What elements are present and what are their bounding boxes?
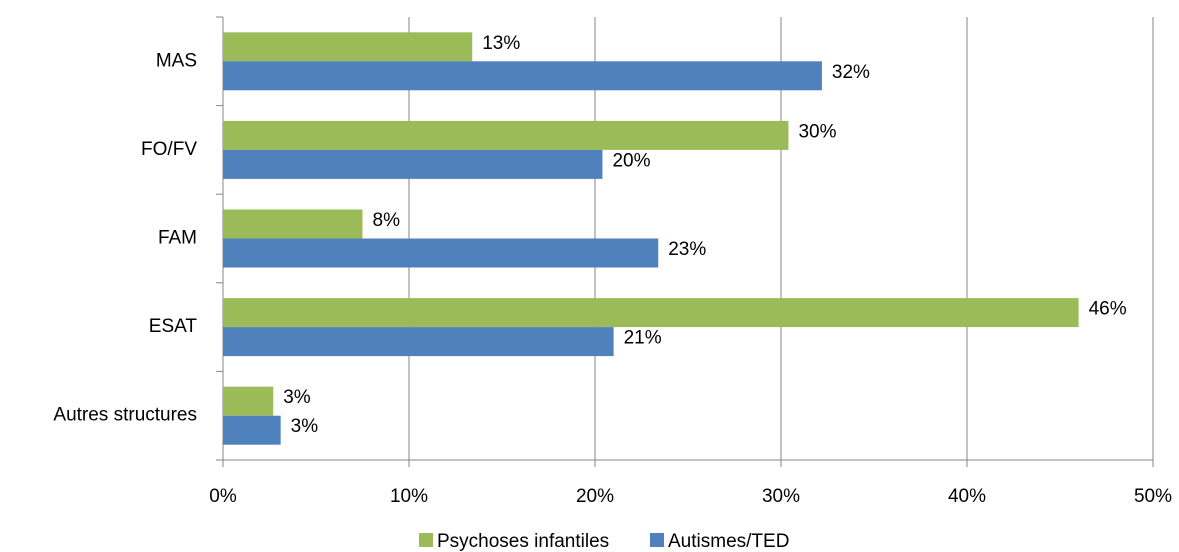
legend-label: Autismes/TED: [668, 531, 789, 552]
value-label: 21%: [624, 328, 662, 349]
value-label: 3%: [291, 416, 319, 437]
bar: [223, 327, 614, 357]
bar: [223, 120, 789, 150]
value-label: 32%: [832, 62, 870, 83]
bar: [223, 238, 659, 268]
bar: [223, 386, 274, 416]
bar: [223, 149, 603, 179]
x-tick-label: 30%: [762, 486, 800, 507]
value-label: 8%: [373, 210, 401, 231]
legend-label: Psychoses infantiles: [437, 531, 609, 552]
value-label: 23%: [668, 239, 706, 260]
value-label: 20%: [612, 150, 650, 171]
y-tick-label: Autres structures: [53, 405, 197, 426]
x-tick-label: 10%: [390, 486, 428, 507]
value-label: 13%: [482, 33, 520, 54]
value-label: 46%: [1089, 299, 1127, 320]
y-tick-label: FO/FV: [141, 139, 197, 160]
bar: [223, 209, 363, 239]
bar: [223, 32, 473, 62]
legend-swatch: [650, 533, 664, 547]
legend-swatch: [419, 533, 433, 547]
y-tick-label: MAS: [156, 50, 197, 71]
bar: [223, 415, 281, 445]
x-tick-label: 20%: [576, 486, 614, 507]
y-tick-label: ESAT: [149, 316, 198, 337]
value-label: 30%: [798, 121, 836, 142]
y-tick-label: FAM: [158, 228, 197, 249]
value-label: 3%: [283, 387, 311, 408]
x-tick-label: 0%: [209, 486, 237, 507]
x-tick-label: 40%: [948, 486, 986, 507]
bar: [223, 61, 822, 91]
bar: [223, 298, 1079, 328]
x-tick-label: 50%: [1134, 486, 1172, 507]
